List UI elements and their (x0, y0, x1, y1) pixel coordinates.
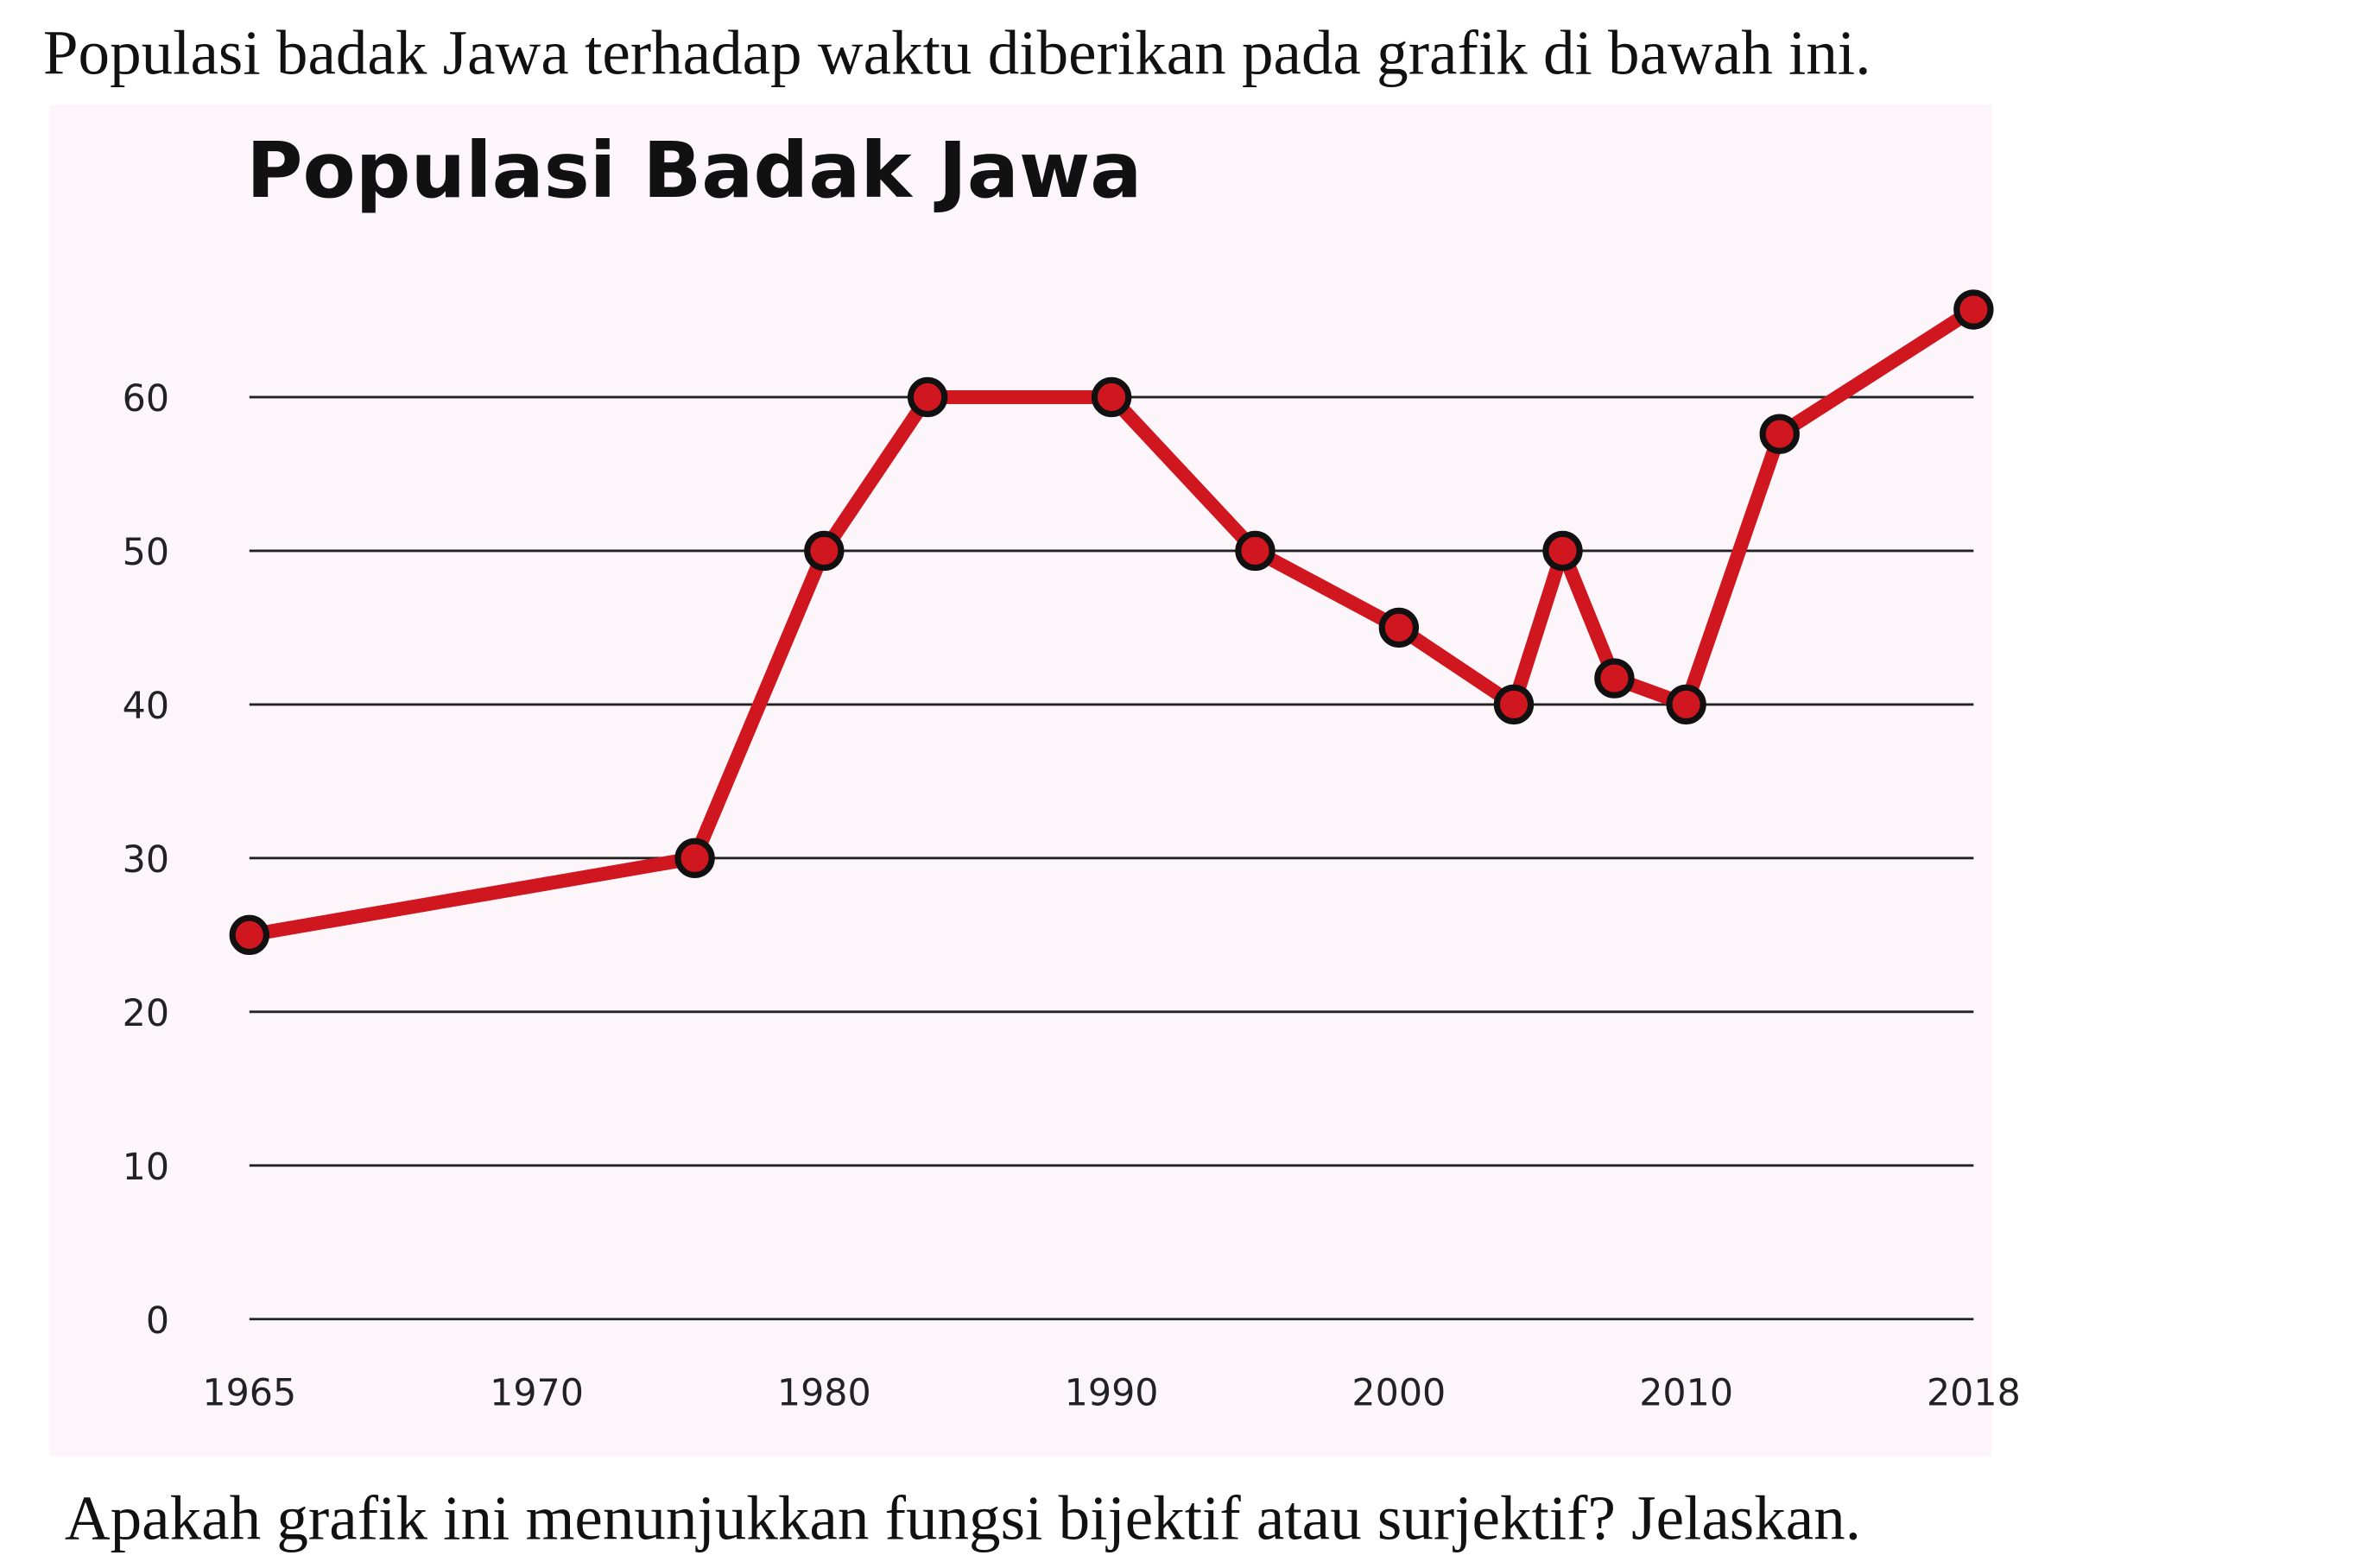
question-text: Apakah grafik ini menunjukkan fungsi bij… (65, 1483, 1861, 1553)
x-tick-label: 1965 (202, 1372, 296, 1415)
y-tick-label: 60 (123, 377, 169, 420)
chart-title: Populasi Badak Jawa (246, 126, 1142, 216)
data-point (1953, 289, 1994, 330)
y-tick-label: 30 (123, 838, 169, 882)
plot: 0 10 20 30 40 50 60 1965 1970 1980 1990 2000 2010 201… (123, 289, 2021, 1415)
data-point (229, 914, 269, 956)
data-point (907, 376, 948, 418)
data-point (804, 530, 845, 572)
data-point (674, 838, 715, 879)
x-tick-label: 1980 (777, 1372, 871, 1415)
x-tick-label: 2000 (1351, 1372, 1446, 1415)
intro-text: Populasi badak Jawa terhadap waktu diber… (43, 18, 1871, 88)
x-tick-label: 1990 (1065, 1372, 1159, 1415)
y-tick-label: 10 (123, 1146, 169, 1189)
data-point (1594, 658, 1635, 699)
x-tick-label: 1970 (490, 1372, 584, 1415)
data-point (1666, 684, 1706, 725)
chart-background (49, 104, 1992, 1457)
data-point (1378, 607, 1420, 648)
x-tick-label: 2010 (1639, 1372, 1733, 1415)
data-point (1542, 530, 1583, 572)
y-tick-label: 0 (146, 1299, 169, 1343)
data-point (1493, 684, 1535, 725)
data-point (1091, 376, 1132, 418)
y-tick-label: 40 (123, 685, 169, 728)
data-point (1759, 414, 1800, 454)
y-tick-label: 20 (123, 992, 169, 1035)
data-point (1235, 530, 1275, 572)
y-tick-label: 50 (123, 531, 169, 574)
x-tick-label: 2018 (1927, 1372, 2021, 1415)
